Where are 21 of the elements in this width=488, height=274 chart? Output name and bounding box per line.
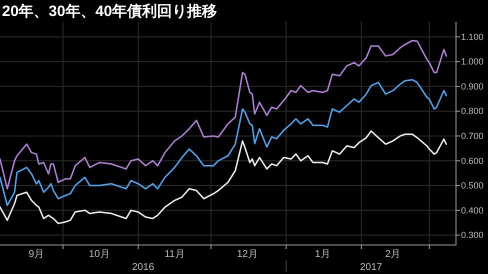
text: 2017 (360, 262, 383, 273)
y-tick-label: 0.400 (461, 205, 484, 216)
y-tick-label: 0.700 (461, 130, 484, 141)
x-tick-label: 11月 (164, 249, 185, 260)
x-tick-label: 1月 (314, 249, 330, 260)
x-tick-label: 10月 (88, 249, 110, 260)
y-tick-label: 0.300 (461, 230, 484, 240)
chart-title: 20年、30年、40年債利回り推移 (2, 3, 218, 20)
x-tick-label: 9月 (28, 249, 44, 260)
y-tick-label: 0.600 (461, 156, 484, 166)
line-series (0, 40, 448, 190)
y-tick-label: 1.000 (461, 56, 484, 67)
y-tick-label: 0.900 (461, 81, 484, 92)
y-tick-label: 1.100 (461, 32, 484, 42)
y-tick-label: 0.800 (461, 106, 484, 116)
x-tick-label: 12月 (236, 249, 258, 260)
y-tick-label: 0.500 (461, 180, 484, 191)
x-tick-label: 2月 (385, 249, 401, 260)
text: 2016 (132, 262, 155, 273)
line-series (0, 130, 448, 224)
line-series (0, 78, 448, 206)
